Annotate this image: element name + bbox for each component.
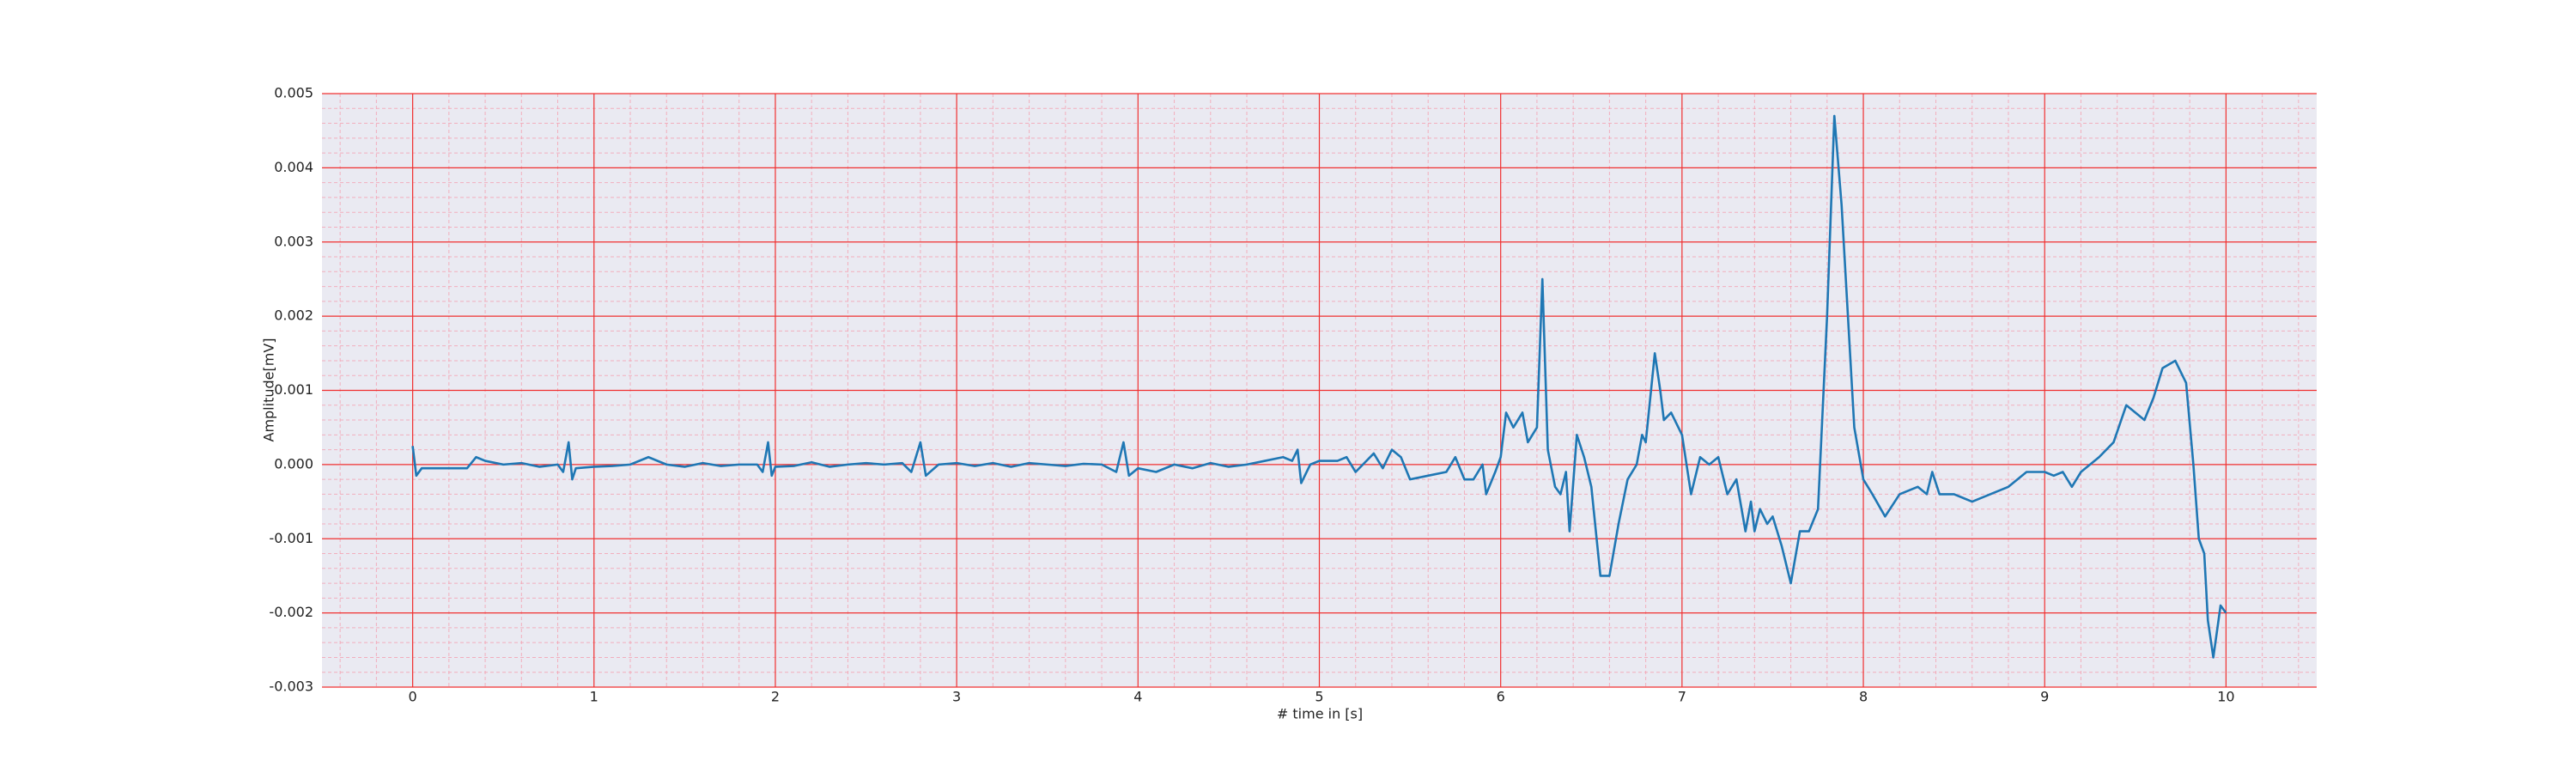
x-tick-label: 4	[1133, 689, 1142, 705]
y-tick-label: 0.002	[274, 307, 313, 324]
x-tick-label: 1	[590, 689, 598, 705]
x-tick-label: 8	[1859, 689, 1868, 705]
y-tick-label: 0.005	[274, 85, 313, 101]
y-axis-label: Amplitude[mV]	[261, 338, 277, 441]
x-tick-label: 9	[2040, 689, 2049, 705]
y-tick-label: -0.001	[269, 530, 313, 546]
x-tick-label: 2	[771, 689, 780, 705]
x-tick-label: 0	[408, 689, 416, 705]
x-axis-label: # time in [s]	[1277, 706, 1363, 722]
x-tick-label: 3	[952, 689, 961, 705]
y-tick-label: 0.004	[274, 159, 313, 175]
data-line	[411, 114, 2227, 659]
x-tick-label: 5	[1315, 689, 1323, 705]
y-tick-label: 0.000	[274, 455, 313, 472]
y-tick-label: -0.003	[269, 679, 313, 695]
x-tick-label: 6	[1497, 689, 1505, 705]
y-tick-label: -0.002	[269, 604, 313, 620]
y-tick-label: 0.003	[274, 233, 313, 249]
y-tick-label: 0.001	[274, 381, 313, 398]
x-tick-label: 10	[2217, 689, 2234, 705]
x-tick-label: 7	[1678, 689, 1686, 705]
